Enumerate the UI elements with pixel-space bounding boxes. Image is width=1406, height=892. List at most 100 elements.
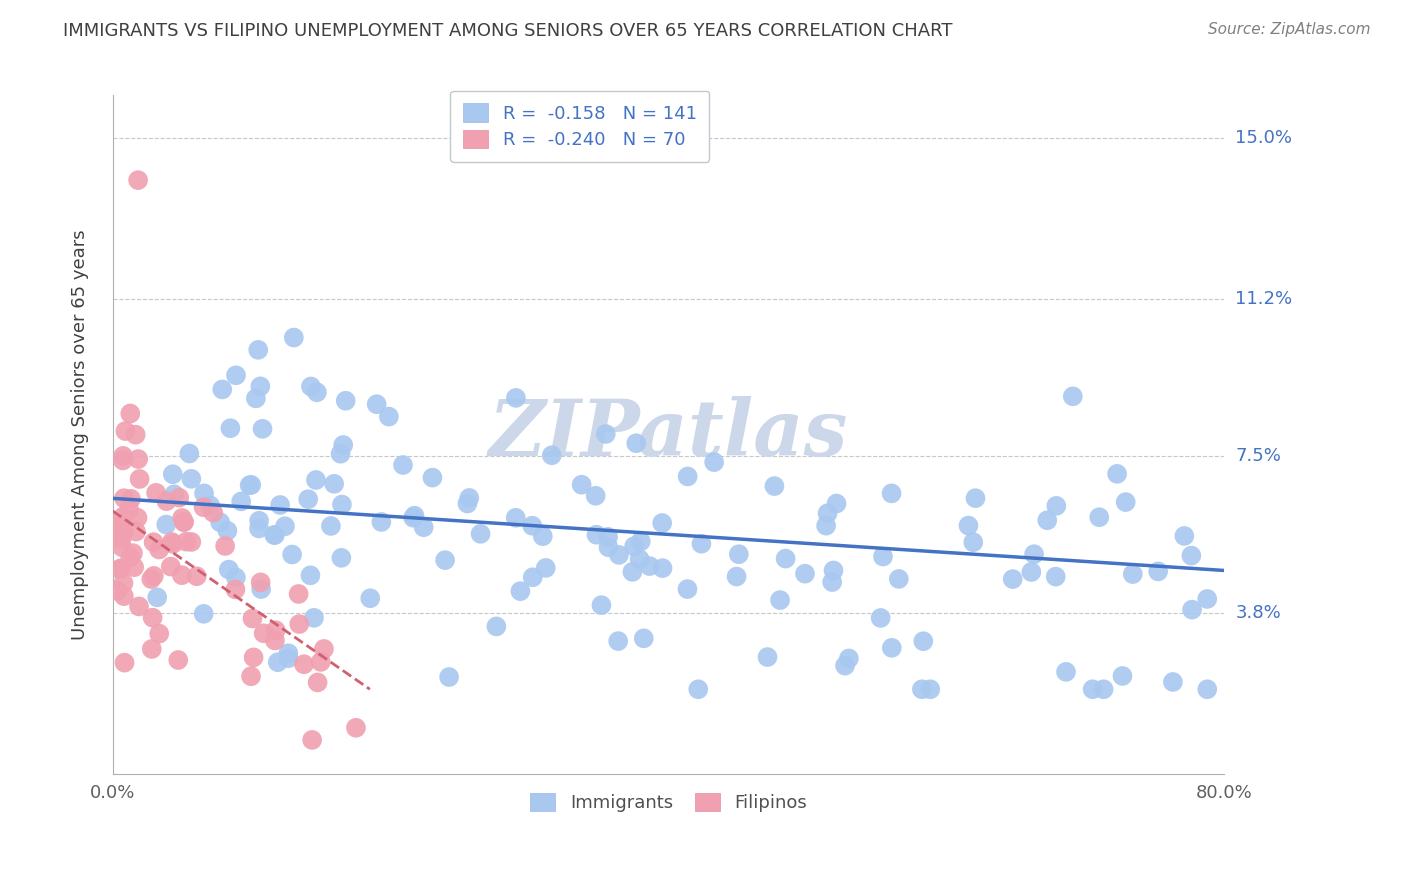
Point [267, 655, 290, 669]
Point [249, 379, 271, 393]
Point [240, 669, 263, 683]
Text: 11.2%: 11.2% [1236, 290, 1292, 308]
Point [437, 670, 460, 684]
Point [330, 550, 353, 565]
Point [703, 455, 725, 469]
Point [1045, 569, 1067, 583]
Point [962, 535, 984, 549]
Point [591, 598, 613, 612]
Point [470, 526, 492, 541]
Point [249, 575, 271, 590]
Point [834, 658, 856, 673]
Point [269, 498, 291, 512]
Point [108, 562, 131, 576]
Point [607, 634, 630, 648]
Point [869, 611, 891, 625]
Point [247, 514, 270, 528]
Point [264, 633, 287, 648]
Point [794, 566, 817, 581]
Text: IMMIGRANTS VS FILIPINO UNEMPLOYMENT AMONG SENIORS OVER 65 YEARS CORRELATION CHAR: IMMIGRANTS VS FILIPINO UNEMPLOYMENT AMON… [63, 22, 953, 40]
Point [595, 427, 617, 442]
Point [288, 617, 311, 632]
Point [281, 548, 304, 562]
Point [823, 564, 845, 578]
Point [160, 535, 183, 549]
Point [957, 518, 980, 533]
Point [112, 589, 135, 603]
Point [120, 550, 142, 565]
Point [1111, 669, 1133, 683]
Point [607, 548, 630, 562]
Point [725, 569, 748, 583]
Point [1173, 529, 1195, 543]
Point [404, 508, 426, 523]
Point [172, 511, 194, 525]
Point [965, 491, 987, 505]
Point [239, 478, 262, 492]
Point [224, 582, 246, 597]
Point [155, 494, 177, 508]
Point [114, 656, 136, 670]
Point [252, 422, 274, 436]
Point [1054, 665, 1077, 679]
Point [1115, 495, 1137, 509]
Point [301, 732, 323, 747]
Point [120, 407, 142, 421]
Point [626, 436, 648, 450]
Point [307, 675, 329, 690]
Point [127, 510, 149, 524]
Point [193, 607, 215, 621]
Point [1045, 499, 1067, 513]
Point [815, 518, 838, 533]
Point [505, 391, 527, 405]
Text: 3.8%: 3.8% [1236, 604, 1281, 622]
Point [193, 486, 215, 500]
Point [209, 516, 232, 530]
Point [247, 521, 270, 535]
Point [585, 489, 607, 503]
Point [242, 611, 264, 625]
Point [1081, 682, 1104, 697]
Point [676, 582, 699, 596]
Point [127, 452, 149, 467]
Point [651, 516, 673, 530]
Point [330, 498, 353, 512]
Point [174, 534, 197, 549]
Point [359, 591, 381, 606]
Point [120, 491, 142, 506]
Point [1062, 389, 1084, 403]
Point [142, 569, 165, 583]
Point [127, 173, 149, 187]
Point [128, 472, 150, 486]
Point [763, 479, 786, 493]
Point [522, 570, 544, 584]
Point [630, 534, 652, 549]
Point [231, 494, 253, 508]
Point [727, 547, 749, 561]
Point [880, 486, 903, 500]
Point [817, 506, 839, 520]
Point [534, 561, 557, 575]
Point [1021, 565, 1043, 579]
Point [110, 561, 132, 575]
Point [159, 559, 181, 574]
Point [531, 529, 554, 543]
Point [263, 528, 285, 542]
Point [312, 642, 335, 657]
Point [344, 721, 367, 735]
Point [825, 496, 848, 510]
Point [1036, 513, 1059, 527]
Point [1092, 682, 1115, 697]
Point [163, 487, 186, 501]
Point [522, 518, 544, 533]
Point [651, 561, 673, 575]
Point [1088, 510, 1111, 524]
Point [250, 582, 273, 596]
Point [621, 565, 644, 579]
Point [887, 572, 910, 586]
Point [329, 447, 352, 461]
Point [309, 655, 332, 669]
Point [145, 485, 167, 500]
Point [1122, 567, 1144, 582]
Point [305, 473, 328, 487]
